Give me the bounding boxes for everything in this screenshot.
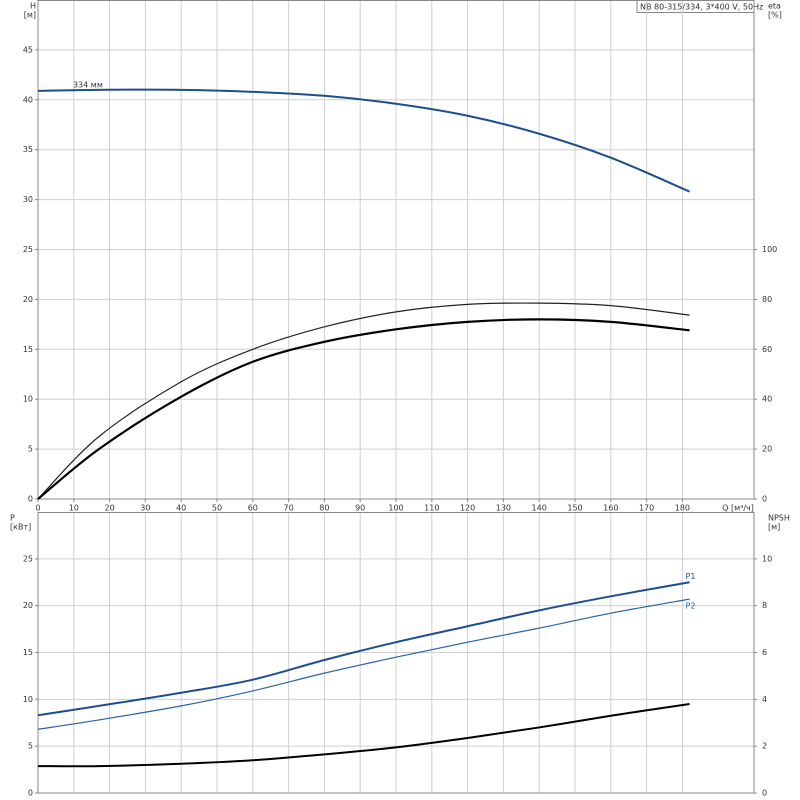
x-tick-label: 150: [567, 504, 582, 513]
y2-tick-label: 20: [762, 445, 772, 454]
x-tick-label: 0: [35, 504, 40, 513]
series-label: P2: [686, 602, 696, 611]
x-tick-label: 20: [105, 504, 115, 513]
y-tick-label: 40: [23, 95, 33, 104]
x-axis-label: Q [м³/ч]: [722, 504, 754, 513]
y-tick-label: 0: [28, 495, 33, 504]
series-line: [37, 598, 690, 730]
x-tick-label: 160: [603, 504, 618, 513]
x-tick-label: 180: [675, 504, 690, 513]
y2-axis-unit: [м]: [768, 523, 780, 532]
x-tick-label: 30: [140, 504, 150, 513]
y2-tick-label: 100: [762, 245, 777, 254]
y2-tick-label: 10: [762, 554, 772, 563]
x-tick-label: 140: [532, 504, 547, 513]
x-tick-label: 110: [424, 504, 439, 513]
x-tick-label: 70: [284, 504, 294, 513]
y-tick-label: 25: [23, 554, 33, 563]
y2-tick-label: 0: [762, 495, 767, 504]
y-tick-label: 25: [23, 245, 33, 254]
x-tick-label: 40: [176, 504, 186, 513]
x-tick-label: 100: [388, 504, 403, 513]
x-tick-label: 80: [319, 504, 329, 513]
series-label: 334 мм: [73, 80, 103, 89]
x-tick-label: 170: [639, 504, 654, 513]
x-tick-label: 10: [69, 504, 79, 513]
y2-axis-unit: [%]: [768, 11, 782, 20]
y2-tick-label: 6: [762, 648, 767, 657]
y-axis-label: H: [30, 2, 36, 11]
chart-title: NB 80-315/334, 3*400 V, 50Hz: [640, 3, 763, 12]
y-tick-label: 5: [28, 445, 33, 454]
y2-tick-label: 60: [762, 345, 772, 354]
y-tick-label: 20: [23, 601, 33, 610]
y-tick-label: 45: [23, 45, 33, 54]
series-line: [37, 703, 690, 768]
y-tick-label: 20: [23, 295, 33, 304]
y-tick-label: 0: [28, 789, 33, 798]
plot-frame: [37, 512, 755, 794]
y-axis-unit: [кВт]: [10, 523, 31, 532]
series-line: [37, 302, 690, 500]
y2-tick-label: 40: [762, 395, 772, 404]
y-axis-unit: [м]: [24, 11, 36, 20]
x-tick-label: 120: [460, 504, 475, 513]
y2-tick-label: 4: [762, 695, 767, 704]
y2-tick-label: 8: [762, 601, 767, 610]
series-line: [37, 88, 690, 193]
y-tick-label: 5: [28, 742, 33, 751]
series-label: P1: [686, 572, 696, 581]
series-line: [37, 318, 690, 500]
x-tick-label: 90: [355, 504, 365, 513]
y-tick-label: 35: [23, 145, 33, 154]
y-tick-label: 30: [23, 195, 33, 204]
y-tick-label: 10: [23, 695, 33, 704]
x-tick-label: 50: [212, 504, 222, 513]
plot-frame: [37, 0, 755, 500]
y-tick-label: 15: [23, 345, 33, 354]
y2-axis-label: eta: [768, 2, 781, 11]
y-tick-label: 15: [23, 648, 33, 657]
y2-tick-label: 2: [762, 742, 767, 751]
y2-axis-label: NPSH: [768, 514, 790, 523]
y2-tick-label: 0: [762, 789, 767, 798]
y2-tick-label: 80: [762, 295, 772, 304]
y-tick-label: 10: [23, 395, 33, 404]
x-tick-label: 60: [248, 504, 258, 513]
series-line: [37, 581, 690, 717]
y-axis-label: P: [10, 514, 15, 523]
x-tick-label: 130: [496, 504, 511, 513]
